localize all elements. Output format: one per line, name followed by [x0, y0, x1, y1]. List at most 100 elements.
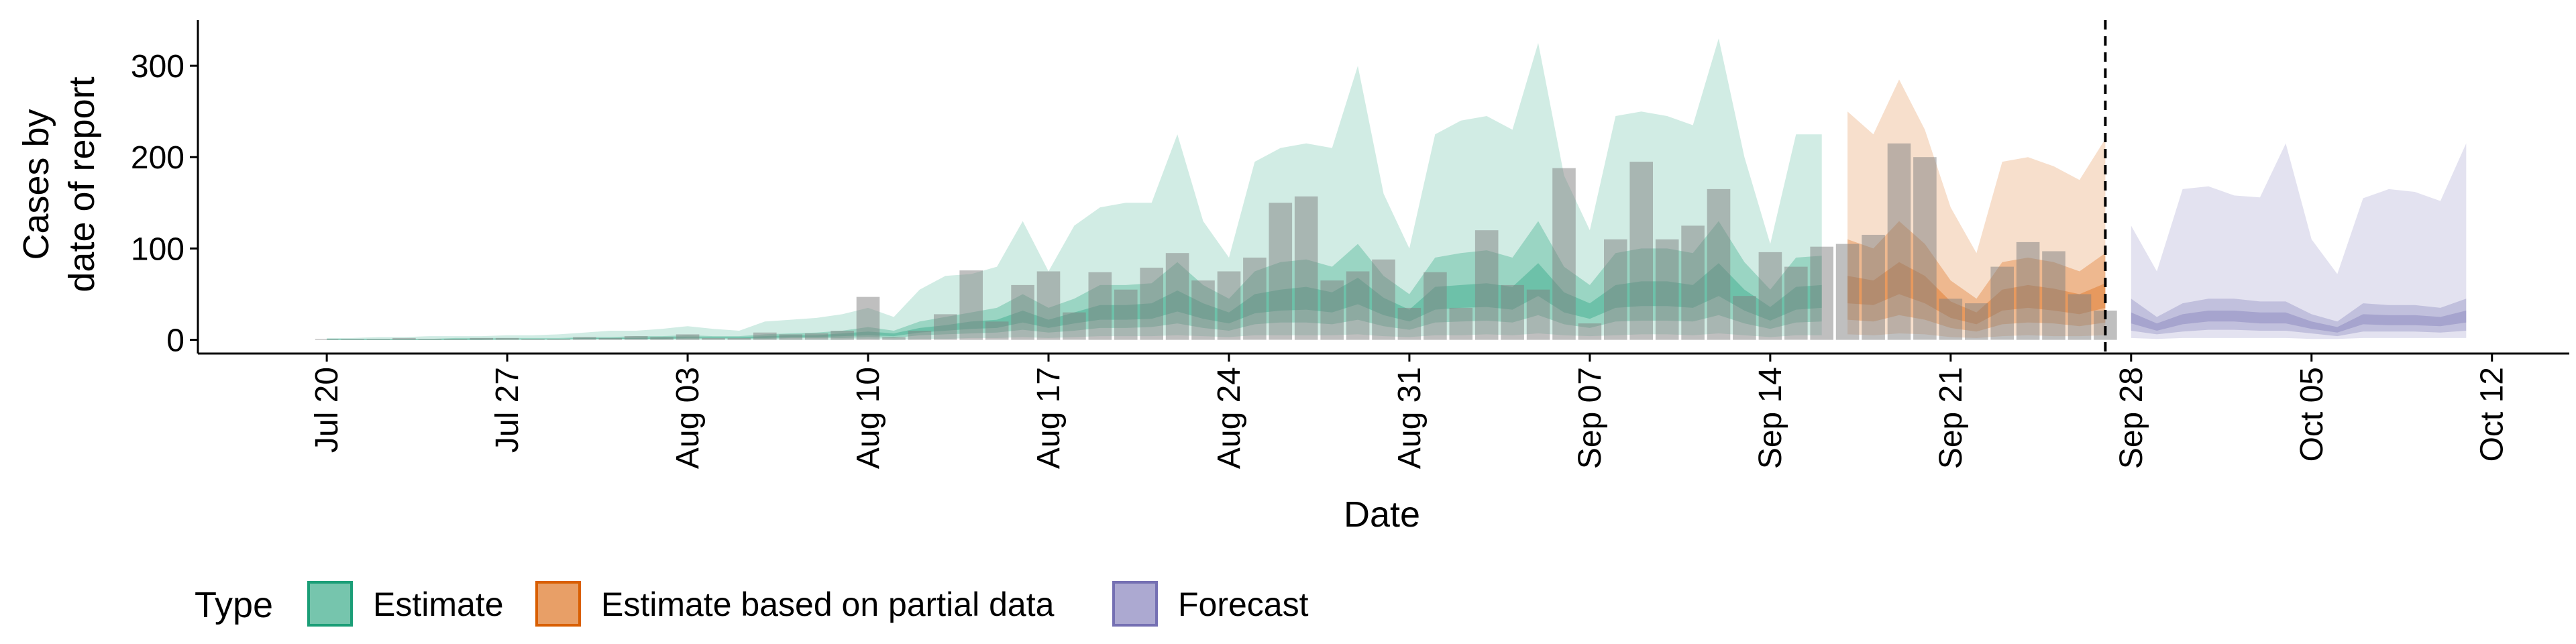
reported-case-bar: [1140, 268, 1163, 340]
reported-case-bar: [1036, 271, 1061, 340]
legend-swatch-3: [1112, 581, 1158, 627]
reported-case-bar: [753, 332, 777, 340]
reported-case-bar: [1707, 189, 1731, 340]
reported-case-bar: [779, 334, 803, 340]
reported-case-bar: [985, 321, 1009, 340]
plot-area: [315, 20, 2467, 354]
reported-case-bar: [624, 336, 648, 340]
partial-estimate-ribbons: [1847, 79, 2106, 338]
y-tick-label: 200: [131, 140, 184, 176]
reported-case-bar: [1397, 307, 1421, 340]
reported-case-bar: [2016, 241, 2040, 340]
x-tick-label: Oct 05: [2294, 367, 2330, 462]
reported-case-bar: [573, 337, 596, 340]
x-tick-label: Sep 21: [1933, 367, 1969, 469]
reported-case-bar: [1501, 284, 1524, 340]
reported-case-bar: [1733, 296, 1756, 340]
reported-case-bar: [882, 337, 906, 340]
reported-case-bar: [470, 337, 493, 340]
legend-title: Type: [195, 585, 273, 625]
reported-case-bar: [676, 334, 700, 340]
reported-case-bar: [1862, 235, 1885, 340]
legend-swatch-2: [535, 581, 581, 627]
y-tick-label: 300: [131, 49, 184, 85]
forecast-ribbon-50: [2131, 299, 2467, 337]
reported-case-bar: [1424, 272, 1447, 340]
reported-case-bar: [804, 333, 828, 340]
estimate-ribbon-90: [327, 38, 1822, 340]
partial-estimate-ribbon-90: [1847, 79, 2106, 338]
reported-case-bar: [1011, 284, 1034, 340]
x-tick-label: Aug 17: [1031, 367, 1067, 469]
x-axis: Jul 20 Jul 27 Aug 03 Aug 10 Aug 17 Aug 24 Aug …: [198, 352, 2569, 469]
x-tick-label: Aug 31: [1392, 367, 1428, 469]
reported-case-bars: [315, 143, 2117, 340]
reported-case-bar: [702, 337, 725, 340]
reported-case-bar: [1449, 307, 1473, 340]
forecast-ribbon-20: [2131, 311, 2467, 333]
legend-label-1: Estimate: [373, 586, 504, 623]
reported-case-bar: [1758, 252, 1782, 340]
reported-case-bar: [727, 337, 751, 340]
x-tick-label: Aug 10: [851, 367, 886, 469]
reported-case-bar: [1474, 230, 1499, 340]
reported-case-bar: [1088, 272, 1112, 340]
estimate-ribbon-50: [327, 221, 1822, 340]
reported-case-bar: [1269, 203, 1293, 340]
estimate-ribbons: [327, 38, 1822, 340]
reported-case-bar: [1526, 289, 1550, 340]
x-tick-label: Jul 20: [309, 367, 345, 453]
reported-case-bar: [1243, 258, 1267, 340]
reported-case-bar: [1784, 266, 1808, 340]
legend-swatch-1: [307, 581, 353, 627]
x-tick-label: Sep 07: [1572, 367, 1608, 469]
reported-case-bar: [1578, 323, 1602, 340]
y-tick-label: 0: [166, 323, 184, 359]
x-tick-label: Jul 27: [490, 367, 525, 453]
partial-estimate-ribbon-50: [1847, 221, 2106, 332]
reported-case-bar: [830, 331, 854, 340]
reported-case-bar: [1191, 280, 1215, 340]
legend-label-3: Forecast: [1178, 586, 1309, 623]
reported-case-bar: [1346, 271, 1370, 340]
reported-case-bar: [1810, 246, 1833, 340]
reported-case-bar: [1320, 280, 1344, 340]
reported-case-bar: [934, 314, 957, 340]
reported-case-bar: [2068, 294, 2092, 340]
reported-case-bar: [1372, 259, 1395, 340]
reported-case-bar: [1604, 239, 1627, 340]
reported-case-bar: [1629, 162, 1653, 340]
reported-case-bar: [1063, 312, 1086, 340]
reported-case-bar: [1990, 266, 2014, 340]
forecast-ribbon-90: [2131, 143, 2467, 339]
reported-case-bar: [495, 337, 519, 340]
reported-case-bar: [1552, 168, 1576, 340]
partial-estimate-ribbon-20: [1847, 262, 2106, 325]
x-tick-label: Sep 28: [2114, 367, 2149, 469]
reported-case-bar: [598, 337, 623, 340]
reported-case-bar: [856, 297, 880, 340]
y-tick-label: 100: [131, 231, 184, 267]
reported-case-bar: [1165, 253, 1189, 340]
reported-case-bar: [1681, 225, 1705, 340]
y-axis-title-line-1: Cases by: [16, 109, 56, 260]
reported-case-bar: [1655, 239, 1679, 340]
reported-case-bar: [2042, 251, 2065, 340]
reported-case-bar: [1114, 289, 1138, 340]
legend-label-2: Estimate based on partial data: [601, 586, 1055, 623]
legend: Type Estimate Estimate based on partial d…: [195, 581, 1309, 627]
reported-case-bar: [1913, 157, 1937, 340]
x-axis-title: Date: [1344, 494, 1420, 535]
x-tick-label: Sep 14: [1753, 367, 1788, 469]
y-axis: 0 100 200 300: [131, 20, 199, 359]
forecast-ribbons: [2131, 143, 2467, 339]
x-tick-label: Oct 12: [2475, 367, 2510, 462]
reported-case-bar: [1965, 303, 1988, 340]
reported-case-bar: [1294, 196, 1318, 340]
reported-case-bar: [1887, 143, 1911, 340]
reported-case-bar: [650, 337, 674, 340]
x-tick-label: Aug 24: [1212, 367, 1247, 469]
reported-case-bar: [1217, 271, 1241, 340]
reported-case-bar: [959, 270, 983, 340]
